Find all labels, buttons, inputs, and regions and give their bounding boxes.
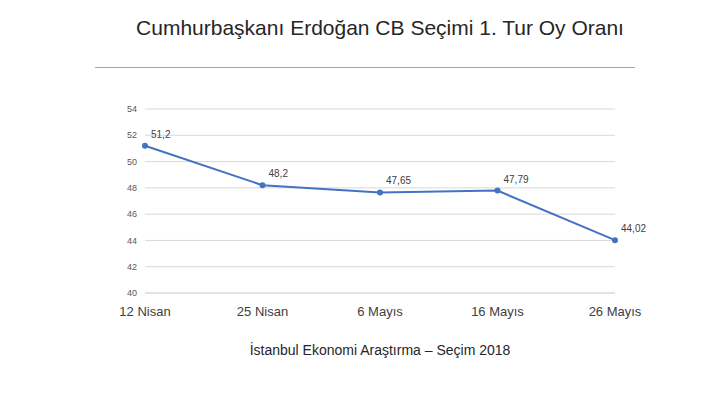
svg-text:52: 52: [127, 130, 137, 140]
svg-text:6 Mayıs: 6 Mayıs: [357, 304, 403, 319]
svg-text:40: 40: [127, 288, 137, 298]
svg-text:12 Nisan: 12 Nisan: [119, 304, 170, 319]
svg-text:47,79: 47,79: [504, 174, 529, 185]
svg-text:48,2: 48,2: [269, 168, 289, 179]
svg-text:16 Mayıs: 16 Mayıs: [471, 304, 524, 319]
svg-text:25 Nisan: 25 Nisan: [237, 304, 288, 319]
html-text:İstanbul Ekonomi Araştırma – S: İstanbul Ekonomi Araştırma – Seçim 2018: [249, 342, 511, 358]
svg-text:47,65: 47,65: [386, 175, 411, 186]
svg-text:44,02: 44,02: [621, 223, 646, 234]
svg-text:46: 46: [127, 209, 137, 219]
svg-text:44: 44: [127, 236, 137, 246]
svg-text:50: 50: [127, 157, 137, 167]
svg-text:54: 54: [127, 104, 137, 114]
svg-text:42: 42: [127, 262, 137, 272]
svg-text:51,2: 51,2: [151, 129, 171, 140]
html-text:Cumhurbaşkanı Erdoğan CB Seçim: Cumhurbaşkanı Erdoğan CB Seçimi 1. Tur O…: [136, 16, 624, 39]
svg-text:48: 48: [127, 183, 137, 193]
svg-text:26 Mayıs: 26 Mayıs: [589, 304, 642, 319]
